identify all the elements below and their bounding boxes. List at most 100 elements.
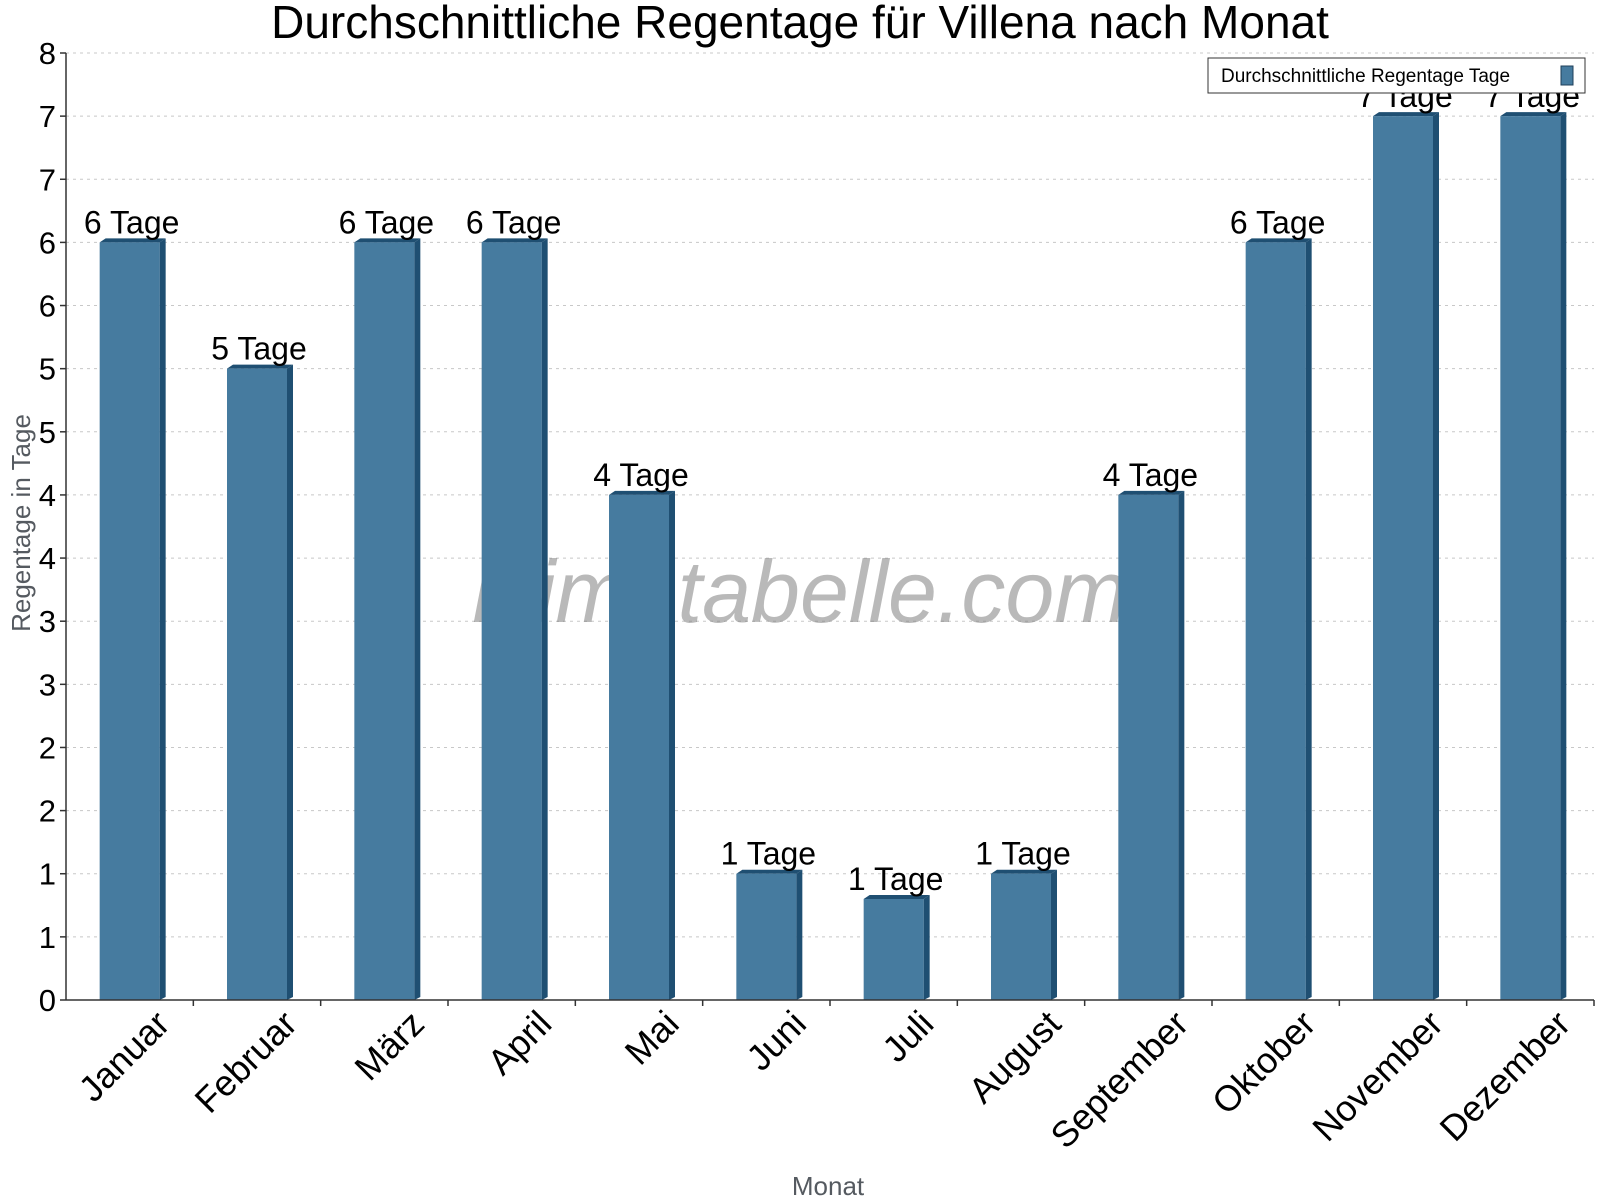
y-tick-label: 3 (39, 667, 56, 702)
bar (1245, 238, 1312, 1000)
x-tick-label: Dezember (1432, 1003, 1578, 1149)
data-label: 1 Tage (721, 836, 817, 872)
bar (736, 869, 803, 1000)
data-labels: 6 Tage 5 Tage 6 Tage 6 Tage 4 Tage 1 Tage 1 Ta… (84, 78, 1580, 897)
axes (60, 52, 1595, 1006)
y-tick-label: 0 (39, 983, 56, 1018)
y-tick-label: 1 (39, 920, 56, 955)
bar-side (923, 894, 930, 1000)
bar (863, 894, 930, 1000)
bar-side (414, 238, 421, 1000)
bar (99, 238, 166, 1000)
bar (1500, 112, 1567, 1001)
chart-title: Durchschnittliche Regentage für Villena … (271, 0, 1329, 48)
y-tick-label: 4 (39, 478, 56, 513)
bar-top (863, 894, 930, 899)
bar-front (1500, 116, 1561, 1001)
legend-label: Durchschnittliche Regentage Tage (1221, 66, 1510, 87)
legend: Durchschnittliche Regentage Tage (1207, 57, 1586, 94)
y-tick-label: 2 (39, 794, 56, 829)
y-tick-label: 2 (39, 730, 56, 765)
y-tick-label: 4 (39, 541, 56, 576)
y-axis-label: Regentage in Tage (6, 414, 36, 632)
bar (1118, 490, 1185, 1000)
bar (354, 238, 421, 1000)
data-label: 4 Tage (593, 457, 689, 493)
bar-front (863, 898, 924, 1000)
x-tick-label: September (1042, 1003, 1196, 1157)
x-tick-label: Mai (617, 1003, 687, 1073)
x-tick-label: März (346, 1003, 432, 1089)
x-tick-label: August (960, 1003, 1068, 1111)
x-tick-label: Januar (70, 1003, 177, 1110)
bar-front (736, 873, 797, 1000)
data-label: 1 Tage (848, 861, 944, 897)
bar-front (227, 368, 287, 1001)
bar-front (354, 242, 415, 1000)
x-tick-label: Oktober (1204, 1003, 1324, 1123)
y-tick-label: 6 (39, 225, 56, 260)
bar-side (159, 238, 166, 1000)
y-tick-labels: 0 1 1 2 2 3 3 4 4 5 5 6 6 7 7 8 (39, 36, 56, 1018)
bar-front (1245, 242, 1306, 1000)
bar-top (1373, 112, 1439, 117)
bar-top (1118, 490, 1185, 495)
bar-top (609, 490, 675, 495)
legend-box (1207, 57, 1586, 94)
bar-side (287, 364, 293, 1001)
x-tick-label: Juli (874, 1003, 941, 1070)
x-axis-label: Monat (792, 1171, 865, 1200)
bar-side (1305, 238, 1312, 1000)
bar-top (991, 869, 1057, 874)
bar-side (1560, 112, 1567, 1001)
y-tick-label: 5 (39, 352, 56, 387)
y-tick-label: 7 (39, 99, 56, 134)
bar-top (99, 238, 166, 243)
bar (1373, 112, 1439, 1001)
bar-top (227, 364, 293, 369)
watermark-group: klimatabelle.com (472, 542, 1127, 641)
bar-top (354, 238, 421, 243)
data-label: 4 Tage (1103, 457, 1199, 493)
bar-top (1500, 112, 1567, 117)
bar-side (541, 238, 548, 1000)
bar (227, 364, 293, 1001)
bar-front (1118, 494, 1179, 1000)
bars (99, 112, 1567, 1001)
bar-side (1051, 869, 1057, 1000)
bar-front (481, 242, 542, 1000)
y-tick-label: 7 (39, 162, 56, 197)
x-tick-labels: Januar Februar März April Mai Juni Juli AugustS… (70, 1003, 1578, 1157)
bar-front (99, 242, 160, 1000)
bar-top (736, 869, 803, 874)
legend-swatch (1560, 65, 1574, 86)
data-label: 6 Tage (339, 204, 435, 240)
grid (66, 52, 1594, 938)
y-tick-label: 3 (39, 604, 56, 639)
y-tick-label: 5 (39, 415, 56, 450)
bar-front (1373, 116, 1433, 1001)
x-tick-label: Februar (187, 1003, 305, 1121)
data-label: 6 Tage (84, 204, 180, 240)
data-label: 5 Tage (211, 331, 307, 367)
data-label: 1 Tage (975, 836, 1071, 872)
bar (481, 238, 548, 1000)
y-tick-label: 6 (39, 289, 56, 324)
bar-side (1178, 490, 1185, 1000)
bar-side (669, 490, 675, 1000)
bar-side (796, 869, 803, 1000)
bar-front (609, 494, 669, 1000)
watermark: klimatabelle.com (472, 542, 1127, 641)
bar (609, 490, 675, 1000)
bar-side (1433, 112, 1439, 1001)
bar-top (1245, 238, 1312, 243)
bar-front (991, 873, 1051, 1000)
bar-top (481, 238, 548, 243)
y-tick-label: 1 (39, 857, 56, 892)
x-tick-label: April (479, 1003, 559, 1083)
data-label: 6 Tage (1230, 204, 1326, 240)
bar (991, 869, 1057, 1000)
x-tick-label: November (1304, 1003, 1450, 1149)
x-tick-label: Juni (738, 1003, 814, 1079)
